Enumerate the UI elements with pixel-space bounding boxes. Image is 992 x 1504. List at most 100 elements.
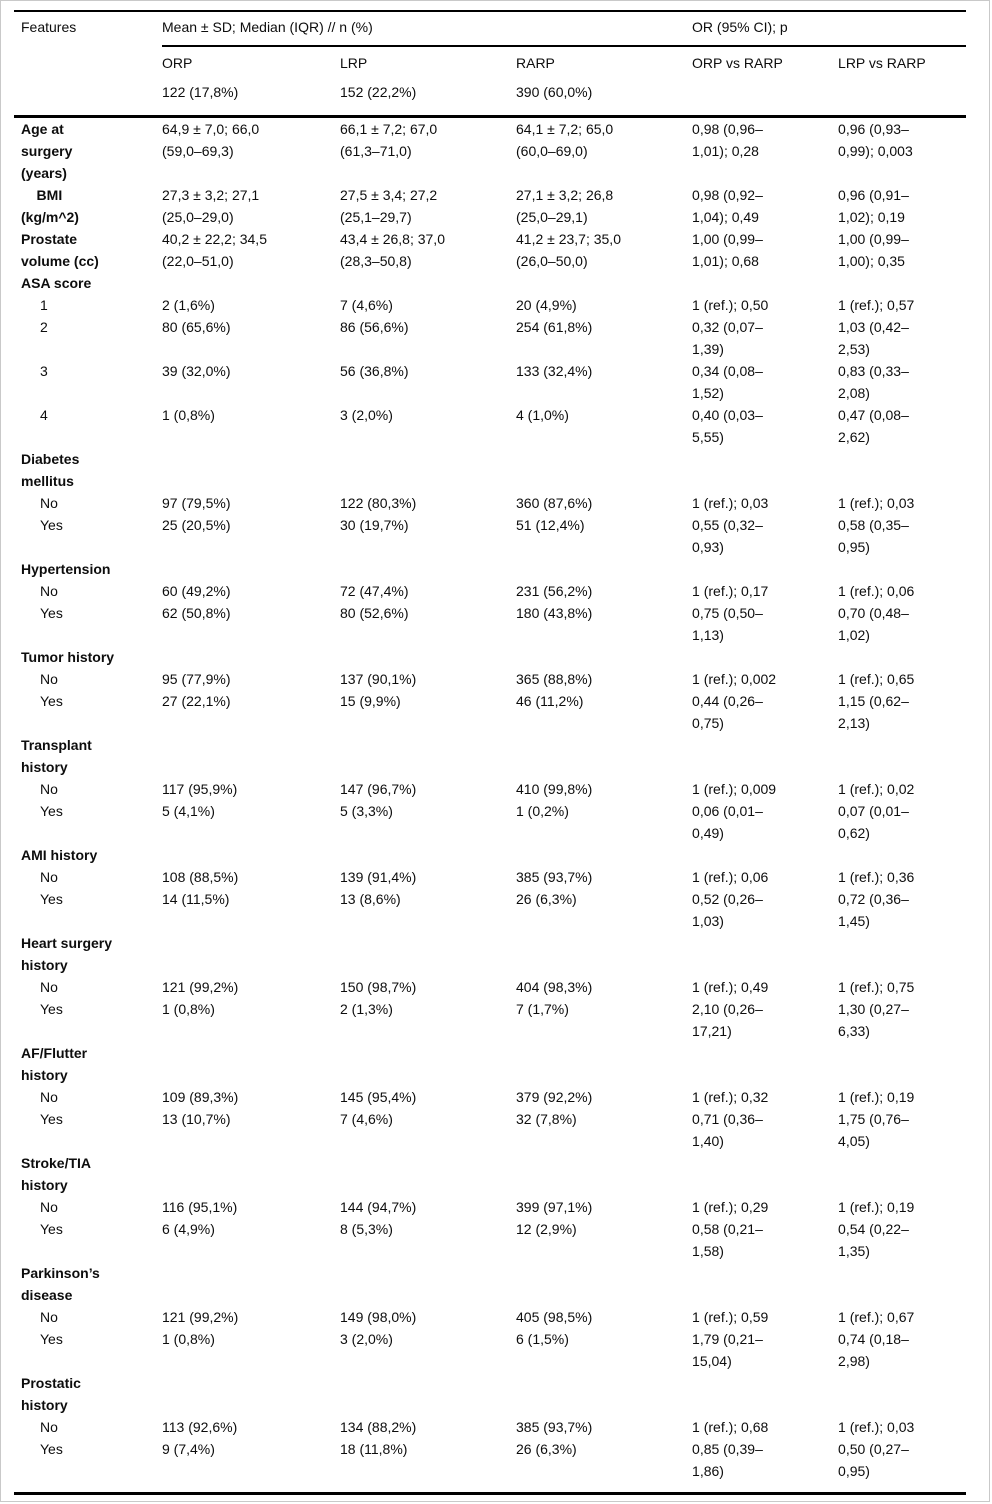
feature-label: No (40, 1309, 58, 1325)
section-row: Parkinson’s disease (14, 1262, 966, 1306)
orp-cell: 95 (77,9%) (162, 671, 231, 687)
orp-cell (162, 1372, 340, 1416)
lrp-vs-rarp-cell: 0,72 (0,36– 1,45) (838, 891, 909, 929)
table-row: No 97 (79,5%) 122 (80,3%) 360 (87,6%) 1 (ref… (14, 492, 966, 514)
features-column-header: Features (21, 19, 77, 35)
feature-label: AMI history (21, 847, 98, 863)
group-counts-row: 122 (17,8%) 152 (22,2%) 390 (60,0%) (14, 77, 967, 118)
table-row: No 121 (99,2%) 149 (98,0%) 405 (98,5%) 1 (re… (14, 1306, 966, 1328)
lrp-vs-rarp-cell: 1,00 (0,99– 1,00); 0,35 (838, 231, 909, 269)
lrp-cell: 3 (2,0%) (340, 407, 393, 423)
orp-vs-rarp-cell (692, 646, 838, 668)
lrp-cell: 56 (36,8%) (340, 363, 409, 379)
lrp-cell: 13 (8,6%) (340, 891, 401, 907)
lrp-vs-rarp-cell: 1 (ref.); 0,36 (838, 869, 915, 885)
orp-cell (162, 646, 340, 668)
orp-cell: 2 (1,6%) (162, 297, 215, 313)
feature-label: Yes (40, 1441, 63, 1457)
table-row: No 60 (49,2%) 72 (47,4%) 231 (56,2%) 1 (ref.… (14, 580, 966, 602)
rarp-cell: 7 (1,7%) (516, 1001, 569, 1017)
orp-cell: 121 (99,2%) (162, 1309, 239, 1325)
table-row: No 113 (92,6%) 134 (88,2%) 385 (93,7%) 1 (re… (14, 1416, 966, 1438)
orp-vs-rarp-cell (692, 1262, 838, 1306)
section-row: Hypertension (14, 558, 966, 580)
table-row: 4 1 (0,8%) 3 (2,0%) 4 (1,0%) 0,40 (0,03– 5,5… (14, 404, 966, 448)
column-header-rarp: RARP (516, 55, 555, 71)
table-row: Yes 13 (10,7%) 7 (4,6%) 32 (7,8%) 0,71 (0,36… (14, 1108, 966, 1152)
orp-vs-rarp-cell: 1 (ref.); 0,29 (692, 1199, 769, 1215)
lrp-cell: 137 (90,1%) (340, 671, 417, 687)
lrp-vs-rarp-cell: 1 (ref.); 0,03 (838, 495, 915, 511)
section-row: Prostatic history (14, 1372, 966, 1416)
feature-label: Yes (40, 803, 63, 819)
rarp-cell: 26 (6,3%) (516, 1441, 577, 1457)
rarp-cell (516, 1042, 692, 1086)
orp-vs-rarp-cell: 1 (ref.); 0,59 (692, 1309, 769, 1325)
lrp-cell: 15 (9,9%) (340, 693, 401, 709)
feature-label: Transplant history (21, 737, 92, 775)
feature-label: AF/Flutter history (21, 1045, 88, 1083)
feature-label: Yes (40, 891, 63, 907)
table-row: Prostate volume (cc) 40,2 ± 22,2; 34,5 (2… (14, 228, 966, 272)
orp-cell: 27 (22,1%) (162, 693, 231, 709)
column-header-lrp-vs-rarp: LRP vs RARP (838, 55, 926, 71)
orp-cell: 64,9 ± 7,0; 66,0 (59,0–69,3) (162, 121, 260, 159)
orp-vs-rarp-cell: 0,75 (0,50– 1,13) (692, 605, 763, 643)
orp-cell (162, 844, 340, 866)
feature-label: Yes (40, 1331, 63, 1347)
table-body: Age at surgery (years) 64,9 ± 7,0; 66,0 (… (14, 117, 966, 1494)
rarp-cell: 4 (1,0%) (516, 407, 569, 423)
lrp-cell: 139 (91,4%) (340, 869, 417, 885)
lrp-vs-rarp-cell: 1,75 (0,76– 4,05) (838, 1111, 909, 1149)
rarp-cell: 404 (98,3%) (516, 979, 593, 995)
lrp-cell (340, 1152, 516, 1196)
table-row: No 116 (95,1%) 144 (94,7%) 399 (97,1%) 1 (re… (14, 1196, 966, 1218)
rarp-cell: 133 (32,4%) (516, 363, 593, 379)
table-row: No 121 (99,2%) 150 (98,7%) 404 (98,3%) 1 (re… (14, 976, 966, 998)
feature-label: BMI (kg/m^2) (21, 187, 79, 225)
section-row: AF/Flutter history (14, 1042, 966, 1086)
rarp-cell: 12 (2,9%) (516, 1221, 577, 1237)
section-row: ASA score (14, 272, 966, 294)
rarp-cell: 32 (7,8%) (516, 1111, 577, 1127)
lrp-cell: 72 (47,4%) (340, 583, 409, 599)
orp-vs-rarp-cell (692, 1372, 838, 1416)
feature-label: No (40, 979, 58, 995)
lrp-cell: 7 (4,6%) (340, 1111, 393, 1127)
feature-label: No (40, 583, 58, 599)
rarp-cell (516, 646, 692, 668)
feature-label: No (40, 1419, 58, 1435)
orp-vs-rarp-cell (692, 844, 838, 866)
orp-vs-rarp-cell: 0,55 (0,32– 0,93) (692, 517, 763, 555)
table-row: No 108 (88,5%) 139 (91,4%) 385 (93,7%) 1 (re… (14, 866, 966, 888)
lrp-cell: 2 (1,3%) (340, 1001, 393, 1017)
lrp-vs-rarp-cell: 1,15 (0,62– 2,13) (838, 693, 909, 731)
lrp-cell (340, 272, 516, 294)
table-row: Yes 1 (0,8%) 2 (1,3%) 7 (1,7%) 2,10 (0,26– 1… (14, 998, 966, 1042)
lrp-cell: 147 (96,7%) (340, 781, 417, 797)
orp-vs-rarp-cell (692, 272, 838, 294)
feature-label: 3 (40, 363, 48, 379)
orp-cell: 62 (50,8%) (162, 605, 231, 621)
lrp-cell: 145 (95,4%) (340, 1089, 417, 1105)
lrp-cell (340, 1372, 516, 1416)
lrp-cell: 7 (4,6%) (340, 297, 393, 313)
orp-cell: 39 (32,0%) (162, 363, 231, 379)
lrp-vs-rarp-cell: 1,03 (0,42– 2,53) (838, 319, 909, 357)
rarp-cell: 385 (93,7%) (516, 1419, 593, 1435)
feature-label: 1 (40, 297, 48, 313)
feature-label: Yes (40, 693, 63, 709)
orp-vs-rarp-cell: 0,06 (0,01– 0,49) (692, 803, 763, 841)
lrp-cell: 27,5 ± 3,4; 27,2 (25,1–29,7) (340, 187, 438, 225)
orp-cell: 25 (20,5%) (162, 517, 231, 533)
table-row: No 117 (95,9%) 147 (96,7%) 410 (99,8%) 1 (re… (14, 778, 966, 800)
empty-header-cell (14, 77, 162, 118)
rarp-cell (516, 1152, 692, 1196)
features-statistics-table: Features Mean ± SD; Median (IQR) // n (%… (14, 10, 967, 1495)
orp-vs-rarp-cell: 0,71 (0,36– 1,40) (692, 1111, 763, 1149)
feature-label: No (40, 1199, 58, 1215)
lrp-cell: 18 (11,8%) (340, 1441, 408, 1457)
feature-label: Age at surgery (years) (21, 121, 73, 181)
column-header-row: ORP LRP RARP ORP vs RARP LRP vs RARP (14, 46, 966, 77)
feature-label: Yes (40, 1111, 63, 1127)
